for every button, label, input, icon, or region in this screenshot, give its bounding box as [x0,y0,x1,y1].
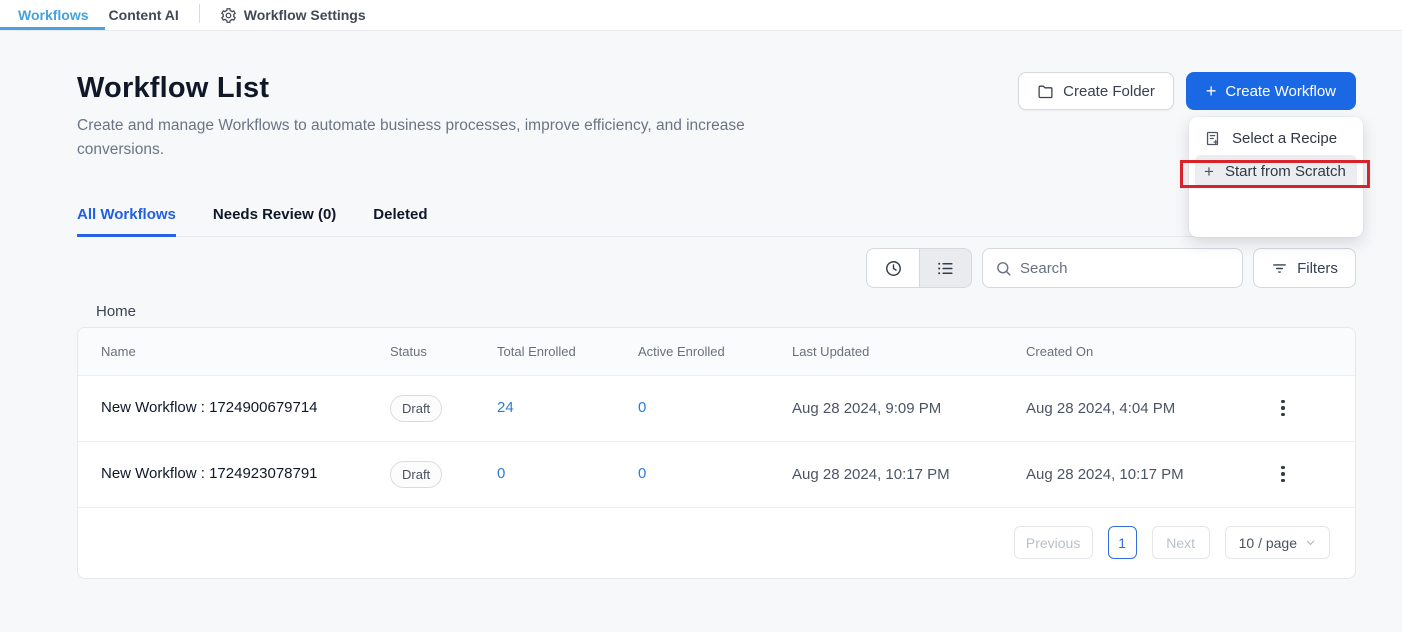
table-row[interactable]: New Workflow : 1724923078791 Draft 0 0 A… [78,441,1355,508]
last-updated-value: Aug 28 2024, 9:09 PM [792,375,1026,442]
create-workflow-label: Create Workflow [1225,82,1336,100]
previous-page-button[interactable]: Previous [1013,526,1093,559]
page-title: Workflow List [77,72,270,104]
create-workflow-menu: Select a Recipe + Start from Scratch [1180,117,1370,237]
menu-item-label: Start from Scratch [1224,163,1346,180]
list-toolbar: Filters [77,248,1356,288]
clock-icon [884,259,903,278]
topnav-workflow-settings[interactable]: Workflow Settings [210,0,376,30]
table-header-row: Name Status Total Enrolled Active Enroll… [78,328,1355,376]
search-icon [995,260,1012,277]
table-row[interactable]: New Workflow : 1724900679714 Draft 24 0 … [78,375,1355,442]
topnav-tab-content-ai[interactable]: Content AI [99,0,189,30]
topnav-workflow-settings-label: Workflow Settings [243,7,366,23]
gear-icon [220,7,237,24]
tab-all-workflows[interactable]: All Workflows [77,206,176,237]
last-updated-value: Aug 28 2024, 10:17 PM [792,441,1026,508]
status-badge: Draft [390,394,443,422]
menu-item-start-from-scratch[interactable]: + Start from Scratch [1195,155,1357,188]
tab-needs-review[interactable]: Needs Review (0) [212,206,337,223]
column-header-total-enrolled: Total Enrolled [497,328,638,376]
main-content: Workflow List Create and manage Workflow… [0,31,1402,579]
plus-icon: + [1204,162,1214,181]
workflow-name[interactable]: New Workflow : 1724900679714 [101,399,318,416]
workflow-name[interactable]: New Workflow : 1724923078791 [101,465,318,482]
column-header-active-enrolled: Active Enrolled [638,328,792,376]
create-folder-label: Create Folder [1063,82,1155,100]
header-actions: Create Folder + Create Workflow Sel [1018,72,1370,237]
column-header-status: Status [390,328,497,376]
menu-item-select-a-recipe[interactable]: Select a Recipe [1195,122,1357,155]
page-header: Workflow List Create and manage Workflow… [77,72,822,162]
create-workflow-button[interactable]: + Create Workflow [1185,72,1356,110]
kebab-menu-icon[interactable] [1275,399,1291,417]
topnav-tab-workflows[interactable]: Workflows [0,0,105,30]
page-number-button[interactable]: 1 [1107,526,1137,559]
menu-item-label: Select a Recipe [1232,130,1338,147]
view-toggle-group [866,248,972,288]
workflow-table: Name Status Total Enrolled Active Enroll… [78,328,1355,508]
topnav-divider [198,4,200,23]
status-badge: Draft [390,460,443,488]
kebab-menu-icon[interactable] [1275,465,1291,483]
page-subtitle: Create and manage Workflows to automate … [77,117,745,158]
filters-button[interactable]: Filters [1253,248,1356,288]
column-header-created-on: Created On [1026,328,1275,376]
created-on-value: Aug 28 2024, 10:17 PM [1026,441,1275,508]
search-box [982,248,1243,288]
pagination: Previous 1 Next 10 / page [78,508,1355,578]
column-header-last-updated: Last Updated [792,328,1026,376]
plus-icon: + [1205,81,1217,101]
chevron-down-icon [1305,537,1316,548]
column-header-name: Name [78,328,390,376]
folder-icon [1037,83,1054,100]
filter-lines-icon [1271,260,1288,277]
search-input[interactable] [1020,259,1230,277]
page-size-select[interactable]: 10 / page [1224,526,1330,559]
create-folder-button[interactable]: Create Folder [1018,72,1174,110]
created-on-value: Aug 28 2024, 4:04 PM [1026,375,1275,442]
active-enrolled-link[interactable]: 0 [638,399,647,416]
page-size-value: 10 / page [1238,534,1297,551]
top-navigation-bar: Workflows Content AI Workflow Settings [0,0,1402,31]
total-enrolled-link[interactable]: 0 [497,465,506,482]
history-view-button[interactable] [867,249,919,287]
filters-label: Filters [1297,259,1338,277]
workflow-table-card: Name Status Total Enrolled Active Enroll… [77,327,1356,579]
tab-deleted[interactable]: Deleted [373,206,428,223]
topnav-content-ai-label: Content AI [108,7,179,23]
topnav-workflows-label: Workflows [18,7,89,23]
workflow-tabs: All Workflows Needs Review (0) Deleted [77,206,1356,237]
list-view-icon [936,259,955,278]
column-header-actions [1275,328,1355,376]
list-view-button[interactable] [919,249,971,287]
breadcrumb[interactable]: Home [96,303,137,320]
active-enrolled-link[interactable]: 0 [638,465,647,482]
total-enrolled-link[interactable]: 24 [497,399,514,416]
next-page-button[interactable]: Next [1151,526,1210,559]
recipe-document-icon [1204,130,1221,147]
